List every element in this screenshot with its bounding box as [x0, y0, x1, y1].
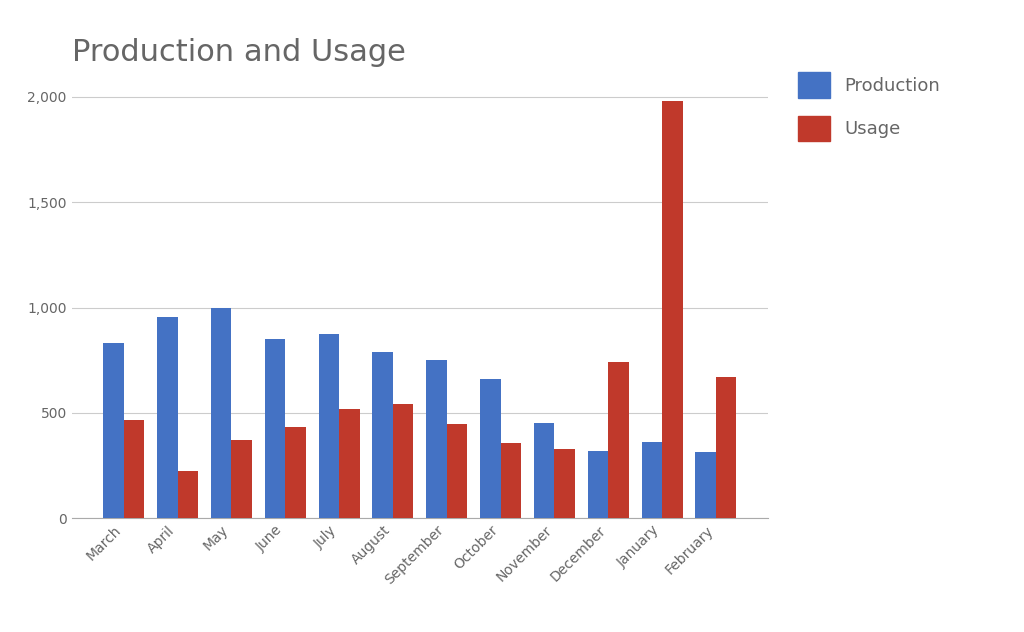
- Bar: [480, 379, 501, 518]
- Bar: [373, 352, 393, 518]
- Bar: [286, 427, 306, 518]
- Bar: [446, 425, 467, 518]
- Bar: [393, 404, 414, 518]
- Text: Production and Usage: Production and Usage: [72, 38, 406, 67]
- Bar: [501, 444, 521, 518]
- Bar: [642, 442, 663, 518]
- Bar: [554, 449, 574, 518]
- Bar: [231, 441, 252, 518]
- Bar: [716, 377, 736, 518]
- Bar: [695, 452, 716, 518]
- Bar: [426, 360, 446, 518]
- Bar: [265, 339, 286, 518]
- Bar: [103, 343, 124, 518]
- Bar: [318, 334, 339, 518]
- Bar: [124, 420, 144, 518]
- Bar: [339, 409, 359, 518]
- Legend: Production, Usage: Production, Usage: [798, 72, 940, 142]
- Bar: [211, 308, 231, 518]
- Bar: [663, 101, 683, 518]
- Bar: [534, 423, 554, 518]
- Bar: [588, 451, 608, 518]
- Bar: [608, 362, 629, 518]
- Bar: [157, 317, 177, 518]
- Bar: [177, 471, 198, 518]
